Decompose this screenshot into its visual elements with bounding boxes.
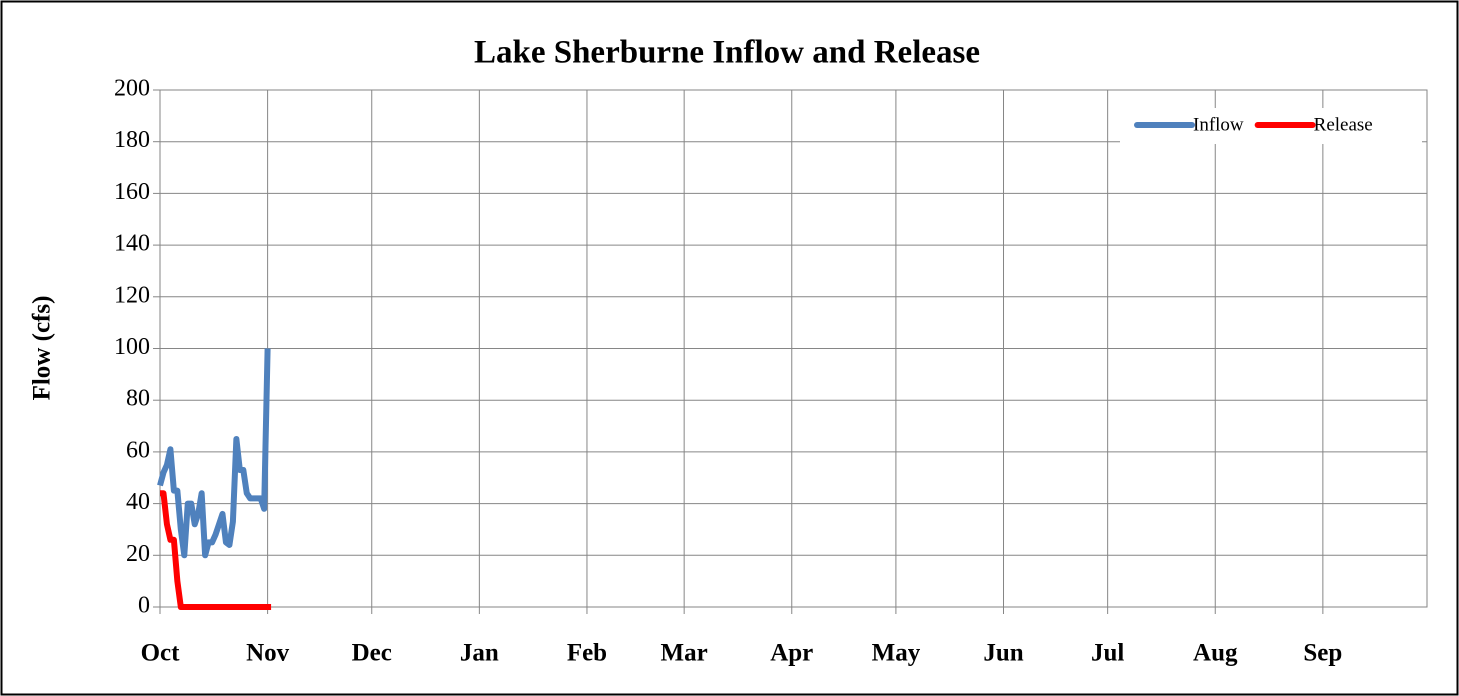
legend-label: Release: [1314, 114, 1373, 135]
y-tick-label: 160: [114, 179, 150, 205]
y-tick-label: 200: [114, 76, 150, 102]
x-tick-label: Mar: [661, 640, 708, 667]
x-tick-label: Feb: [567, 640, 607, 667]
y-tick-label: 140: [114, 231, 150, 257]
x-tick-label: Sep: [1303, 640, 1342, 667]
y-tick-label: 20: [126, 541, 150, 567]
legend-label: Inflow: [1193, 114, 1244, 135]
x-tick-label: Oct: [141, 640, 181, 667]
x-tick-label: Apr: [770, 640, 813, 667]
x-tick-label: Dec: [352, 640, 392, 667]
x-tick-label: Aug: [1193, 640, 1238, 667]
y-axis-label: Flow (cfs): [29, 296, 56, 401]
data-line: [160, 490, 272, 610]
x-tick-label: Nov: [246, 640, 290, 667]
x-tick-label: Jul: [1091, 640, 1124, 667]
plot-frame: [159, 89, 1428, 608]
x-tick-label: Jan: [460, 640, 499, 667]
y-tick-label: 60: [126, 437, 150, 463]
x-tick-label: Jun: [983, 640, 1023, 667]
chart-title: Lake Sherburne Inflow and Release: [474, 35, 980, 71]
y-tick-label: 80: [126, 386, 150, 412]
y-tick-label: 100: [114, 334, 150, 360]
x-tick-label: May: [872, 640, 921, 667]
y-tick-label: 0: [138, 593, 150, 619]
y-tick-label: 180: [114, 127, 150, 153]
y-tick-label: 120: [114, 282, 150, 308]
y-tick-label: 40: [126, 489, 150, 515]
data-line: [157, 348, 271, 559]
